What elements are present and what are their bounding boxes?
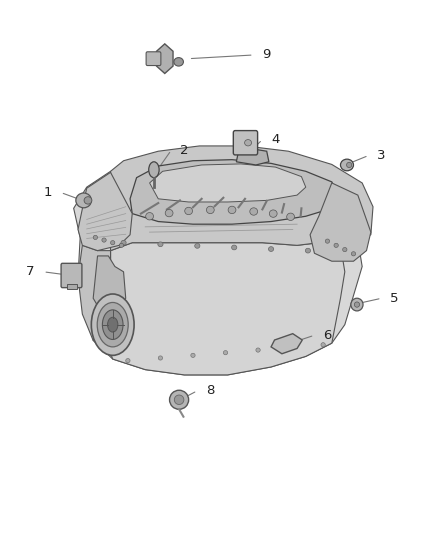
Ellipse shape — [256, 348, 260, 352]
Ellipse shape — [108, 317, 118, 332]
Text: 2: 2 — [180, 144, 188, 157]
Polygon shape — [130, 160, 338, 224]
Polygon shape — [74, 171, 362, 375]
Polygon shape — [98, 243, 345, 375]
FancyBboxPatch shape — [61, 263, 82, 288]
Ellipse shape — [91, 294, 134, 356]
Ellipse shape — [170, 390, 189, 409]
Polygon shape — [271, 334, 302, 354]
Ellipse shape — [185, 207, 193, 215]
Ellipse shape — [287, 213, 294, 221]
Ellipse shape — [126, 359, 130, 363]
Ellipse shape — [97, 302, 128, 347]
Polygon shape — [110, 146, 373, 251]
Ellipse shape — [321, 343, 325, 347]
Ellipse shape — [268, 247, 274, 252]
Ellipse shape — [158, 356, 162, 360]
Ellipse shape — [334, 243, 338, 247]
Ellipse shape — [191, 353, 195, 358]
Ellipse shape — [121, 240, 126, 245]
Ellipse shape — [174, 395, 184, 405]
Polygon shape — [78, 245, 110, 341]
Polygon shape — [78, 172, 132, 251]
Polygon shape — [237, 149, 269, 165]
Ellipse shape — [195, 244, 200, 248]
Text: 3: 3 — [378, 149, 386, 162]
Text: 4: 4 — [271, 133, 279, 146]
Text: 9: 9 — [262, 49, 271, 61]
Ellipse shape — [110, 240, 115, 245]
Ellipse shape — [102, 238, 106, 242]
Ellipse shape — [288, 345, 293, 350]
Text: 1: 1 — [43, 186, 52, 199]
Ellipse shape — [354, 302, 360, 307]
Text: 6: 6 — [323, 329, 332, 342]
Ellipse shape — [351, 252, 356, 256]
Ellipse shape — [244, 140, 251, 146]
Polygon shape — [310, 183, 371, 261]
Ellipse shape — [84, 197, 92, 204]
Ellipse shape — [165, 209, 173, 217]
Bar — [67, 284, 77, 289]
Ellipse shape — [158, 242, 163, 247]
Ellipse shape — [305, 248, 311, 253]
Ellipse shape — [232, 245, 237, 250]
Text: 5: 5 — [390, 292, 399, 305]
Ellipse shape — [146, 213, 153, 220]
Text: 8: 8 — [206, 384, 214, 397]
Ellipse shape — [325, 239, 330, 243]
Polygon shape — [93, 256, 126, 317]
Ellipse shape — [119, 243, 124, 247]
Ellipse shape — [102, 310, 123, 340]
Polygon shape — [150, 164, 306, 202]
FancyBboxPatch shape — [146, 52, 161, 66]
Text: 7: 7 — [26, 265, 35, 278]
Ellipse shape — [206, 206, 214, 214]
Ellipse shape — [149, 162, 159, 177]
FancyBboxPatch shape — [233, 131, 258, 155]
Ellipse shape — [340, 159, 353, 171]
Ellipse shape — [269, 210, 277, 217]
Ellipse shape — [76, 193, 92, 208]
Ellipse shape — [228, 206, 236, 214]
Ellipse shape — [346, 163, 352, 167]
Ellipse shape — [351, 298, 363, 311]
Polygon shape — [156, 44, 173, 74]
Ellipse shape — [250, 208, 258, 215]
Ellipse shape — [223, 351, 228, 355]
Ellipse shape — [93, 235, 98, 239]
Ellipse shape — [343, 247, 347, 252]
Ellipse shape — [174, 58, 184, 66]
